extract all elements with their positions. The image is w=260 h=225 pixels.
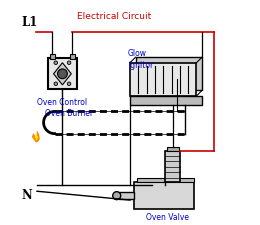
Circle shape [54, 61, 57, 65]
Bar [167, 147, 179, 151]
Text: N: N [21, 189, 32, 202]
Bar [48, 58, 77, 89]
Polygon shape [54, 63, 71, 85]
Bar [165, 151, 180, 182]
Polygon shape [32, 130, 40, 142]
Bar [130, 63, 197, 96]
Circle shape [67, 82, 71, 86]
Bar [134, 182, 194, 209]
Circle shape [67, 61, 71, 65]
Circle shape [57, 69, 67, 79]
Bar [119, 192, 134, 199]
Polygon shape [35, 134, 38, 141]
Text: Oven Burner: Oven Burner [45, 109, 93, 118]
Bar [70, 54, 75, 59]
Circle shape [54, 82, 57, 86]
Text: Glow
Ignitor: Glow Ignitor [128, 50, 153, 70]
Circle shape [113, 192, 121, 200]
Bar [135, 57, 202, 90]
Bar [130, 96, 202, 105]
Text: Oven Valve: Oven Valve [146, 213, 188, 222]
Bar [50, 54, 55, 59]
Text: Electrical Circuit: Electrical Circuit [77, 12, 152, 21]
Text: Oven Control: Oven Control [37, 98, 87, 107]
Text: L1: L1 [21, 16, 38, 29]
FancyBboxPatch shape [137, 178, 194, 182]
